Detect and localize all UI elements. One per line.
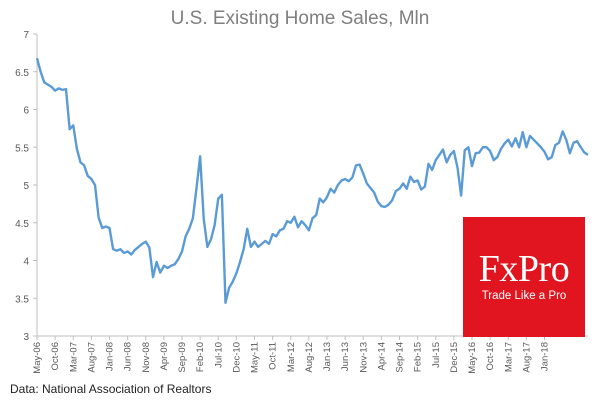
- y-tick-label: 7: [23, 30, 29, 41]
- brand-name: FxPro: [478, 248, 570, 290]
- x-tick-label: Jun-13: [340, 342, 351, 371]
- x-tick-label: Mar-12: [286, 342, 297, 372]
- x-tick-label: Jan-08: [105, 342, 116, 371]
- x-tick-label: Aug-17: [521, 342, 532, 373]
- x-tick-label: Jan-18: [540, 342, 551, 371]
- x-tick-label: May-11: [250, 342, 261, 373]
- x-tick-label: Apr-14: [376, 342, 387, 371]
- x-axis: May-06 Oct-06 Mar-07 Aug-07 Jan-08 Jun-08 Nov-…: [32, 335, 588, 374]
- x-tick-label: Sep-14: [395, 342, 406, 373]
- y-tick-label: 4: [23, 257, 29, 268]
- x-tick-label: Jul-15: [431, 342, 442, 368]
- y-tick-label: 4.5: [15, 219, 29, 230]
- x-tick-label: Aug-07: [86, 342, 97, 373]
- x-tick-label: May-06: [32, 342, 43, 374]
- series-line: [35, 57, 589, 304]
- x-tick-label: Mar-07: [68, 342, 79, 372]
- fxpro-logo: FxPro Trade Like a Pro: [463, 217, 585, 337]
- x-tick-label: Nov-08: [141, 342, 152, 373]
- y-tick-label: 5: [23, 181, 29, 192]
- brand-slogan: Trade Like a Pro: [481, 290, 567, 302]
- x-tick-label: Oct-06: [50, 342, 61, 371]
- y-tick-label: 3.5: [15, 294, 29, 305]
- x-tick-label: Mar-17: [503, 342, 514, 372]
- x-tick-label: Dec-10: [231, 342, 242, 373]
- x-tick-label: Jan-13: [322, 342, 333, 371]
- x-tick-label: Sep-09: [177, 342, 188, 373]
- y-tick-label: 5.5: [15, 143, 29, 154]
- x-tick-label: Feb-10: [195, 342, 206, 372]
- x-tick-label: May-16: [467, 342, 478, 374]
- x-tick-label: Oct-16: [485, 342, 496, 371]
- x-tick-label: Dec-15: [449, 342, 460, 373]
- x-tick-label: Jul-10: [213, 342, 224, 368]
- chart-title: U.S. Existing Home Sales, Mln: [171, 8, 430, 29]
- x-tick-label: Feb-15: [413, 342, 424, 372]
- y-axis: 3 3.5 4 4.5 5 5.5 6 6.5 7: [15, 30, 38, 343]
- y-tick-label: 6.5: [15, 68, 29, 79]
- x-tick-label: Jun-08: [123, 342, 134, 371]
- x-tick-label: Nov-13: [358, 342, 369, 373]
- y-tick-label: 6: [23, 106, 29, 117]
- x-tick-label: Oct-11: [268, 342, 279, 370]
- y-tick-label: 3: [23, 332, 29, 343]
- x-tick-label: Apr-09: [159, 342, 170, 371]
- data-source: Data: National Association of Realtors: [10, 382, 212, 396]
- x-tick-label: Aug-12: [304, 342, 315, 373]
